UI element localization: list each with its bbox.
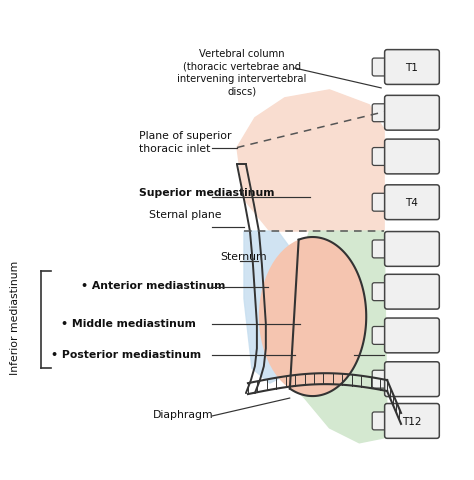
Text: T1: T1 [406,63,419,73]
Text: Plane of superior
thoracic inlet: Plane of superior thoracic inlet [138,131,231,154]
FancyBboxPatch shape [384,140,439,175]
Polygon shape [244,231,298,384]
FancyBboxPatch shape [384,318,439,353]
Text: T4: T4 [406,198,419,208]
FancyBboxPatch shape [372,283,389,301]
Text: Inferior mediastinum: Inferior mediastinum [10,260,20,374]
Text: • Anterior mediastinum: • Anterior mediastinum [81,280,225,290]
FancyBboxPatch shape [384,362,439,397]
Polygon shape [275,231,387,443]
FancyBboxPatch shape [384,185,439,220]
FancyBboxPatch shape [372,105,389,122]
Text: T12: T12 [402,416,422,426]
FancyBboxPatch shape [372,194,389,212]
Text: Vertebral column
(thoracic vertebrae and
intervening intervertebral
discs): Vertebral column (thoracic vertebrae and… [177,49,307,96]
Text: • Posterior mediastinum: • Posterior mediastinum [51,349,201,360]
FancyBboxPatch shape [384,96,439,131]
FancyBboxPatch shape [384,275,439,310]
FancyBboxPatch shape [372,240,389,258]
Text: Superior mediastinum: Superior mediastinum [138,188,274,198]
Text: • Middle mediastinum: • Middle mediastinum [61,318,196,328]
FancyBboxPatch shape [384,404,439,438]
FancyBboxPatch shape [372,148,389,166]
FancyBboxPatch shape [384,232,439,267]
Text: Diaphragm: Diaphragm [153,409,213,419]
FancyBboxPatch shape [384,50,439,85]
Polygon shape [237,91,384,231]
FancyBboxPatch shape [372,59,389,77]
FancyBboxPatch shape [372,327,389,345]
Text: Sternum: Sternum [220,252,267,261]
Ellipse shape [259,238,366,396]
Text: Sternal plane: Sternal plane [148,210,221,220]
FancyBboxPatch shape [372,412,389,430]
FancyBboxPatch shape [372,371,389,388]
